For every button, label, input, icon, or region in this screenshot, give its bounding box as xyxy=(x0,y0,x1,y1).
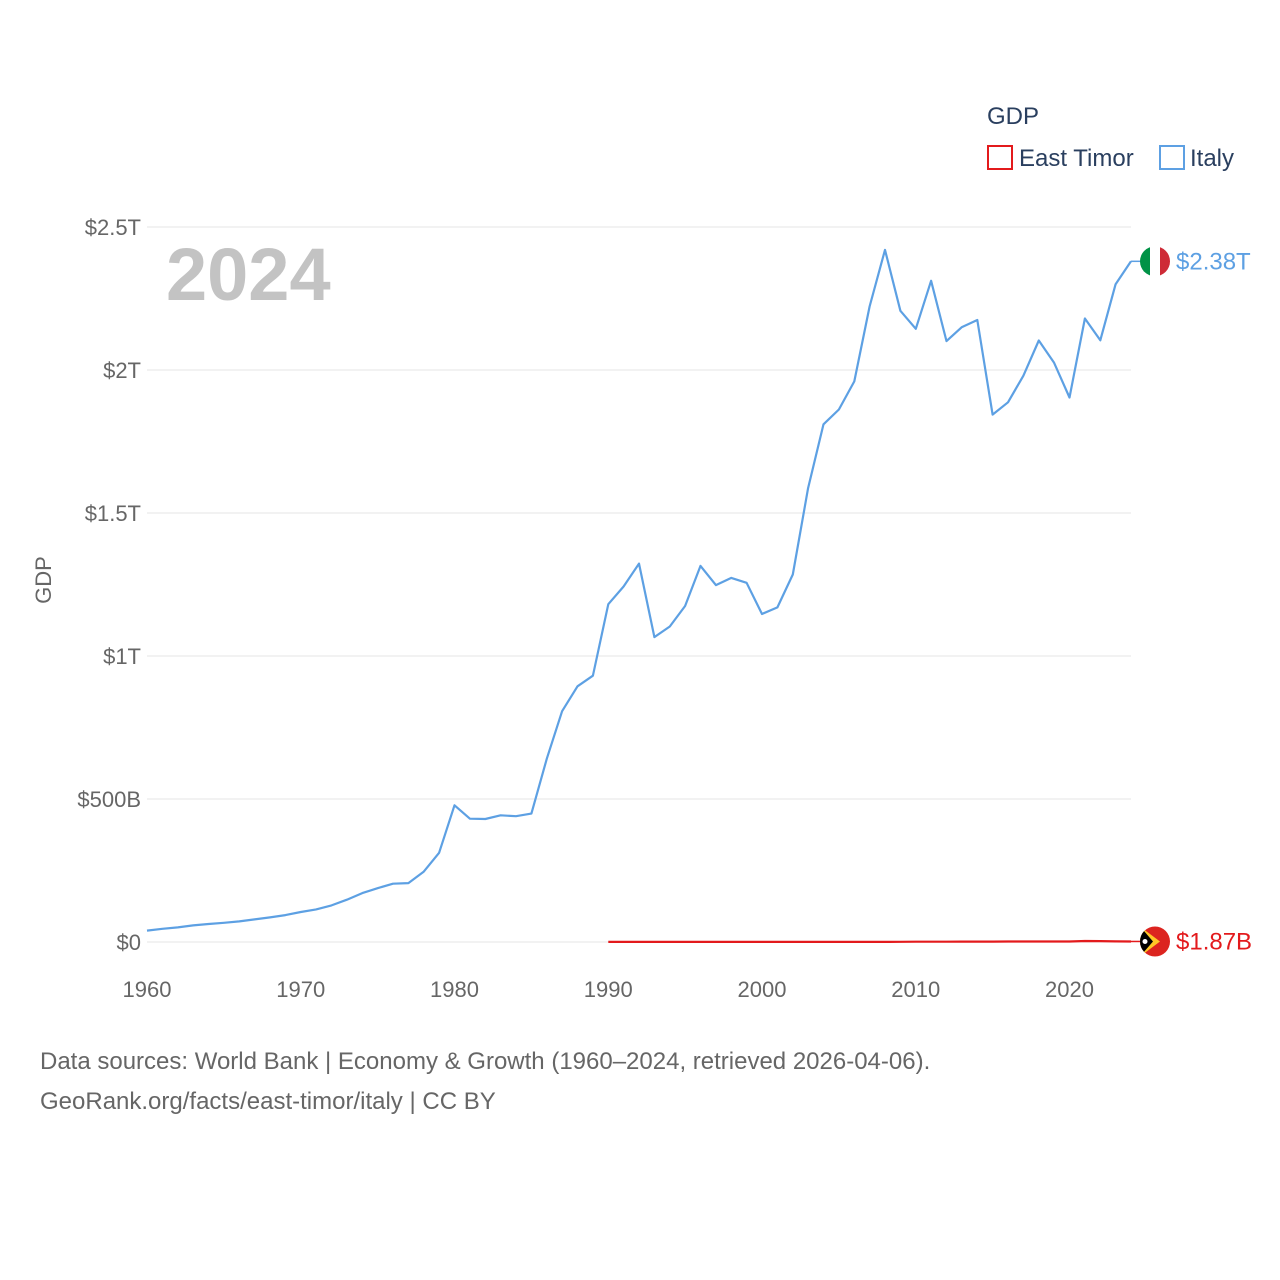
italy-flag-icon xyxy=(1140,246,1170,277)
x-tick-label: 1990 xyxy=(584,977,633,1002)
gdp-line-chart: $0 $500B $1T $1.5T $2T $2.5T 1960 1970 1980 1990… xyxy=(31,103,1252,1002)
legend-title: GDP xyxy=(987,103,1039,130)
y-axis-label: GDP xyxy=(31,556,56,604)
legend-label-east-timor: East Timor xyxy=(1019,145,1134,172)
y-axis-ticks: $0 $500B $1T $1.5T $2T $2.5T xyxy=(77,215,141,955)
x-tick-label: 1980 xyxy=(430,977,479,1002)
year-label: 2024 xyxy=(166,233,331,316)
series-lines xyxy=(146,248,1132,944)
end-label-italy: $2.38T xyxy=(1176,248,1251,275)
gridlines xyxy=(147,226,1131,943)
x-tick-label: 2020 xyxy=(1045,977,1094,1002)
legend-swatch-italy xyxy=(1159,145,1185,170)
x-tick-label: 2000 xyxy=(738,977,787,1002)
y-tick-label: $1T xyxy=(103,644,141,669)
source-footer: Data sources: World Bank | Economy & Gro… xyxy=(40,1042,930,1122)
y-tick-label: $2.5T xyxy=(85,215,141,240)
source-line: Data sources: World Bank | Economy & Gro… xyxy=(40,1048,931,1075)
series-line-italy xyxy=(146,248,1132,932)
legend-swatch-east-timor xyxy=(987,145,1013,170)
legend-item-italy[interactable]: Italy xyxy=(1159,145,1234,172)
y-tick-label: $500B xyxy=(77,787,141,812)
legend-item-east-timor[interactable]: East Timor xyxy=(987,145,1134,172)
y-tick-label: $0 xyxy=(117,930,141,955)
x-axis-ticks: 1960 1970 1980 1990 2000 2010 2020 xyxy=(123,977,1094,1002)
attribution-line: GeoRank.org/facts/east-timor/italy | CC … xyxy=(40,1088,496,1115)
y-tick-label: $2T xyxy=(103,358,141,383)
end-label-east-timor: $1.87B xyxy=(1176,928,1252,955)
x-tick-label: 1970 xyxy=(276,977,325,1002)
series-line-east-timor xyxy=(608,939,1132,944)
east-timor-flag-icon xyxy=(1140,926,1170,957)
legend: GDP East Timor Italy xyxy=(987,103,1234,172)
x-tick-label: 1960 xyxy=(123,977,172,1002)
series-end-markers: $2.38T $1.87B xyxy=(1131,246,1252,957)
x-tick-label: 2010 xyxy=(891,977,940,1002)
y-tick-label: $1.5T xyxy=(85,501,141,526)
legend-label-italy: Italy xyxy=(1190,145,1234,172)
